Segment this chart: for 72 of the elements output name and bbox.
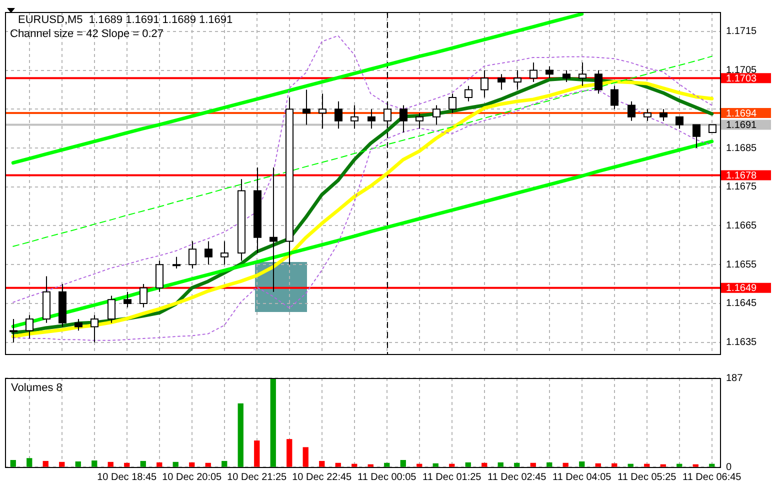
ref-line-label: 1.1703 [726, 73, 758, 84]
bar [432, 463, 438, 467]
y-tick-label: 1.1645 [726, 298, 758, 310]
bar [498, 462, 504, 467]
y-tick-label: 1.1675 [726, 182, 758, 193]
bar [612, 463, 618, 467]
bar [628, 464, 634, 467]
bar [562, 462, 568, 467]
y-tick-label: 1.1665 [726, 220, 758, 232]
bar [270, 378, 276, 467]
bar [595, 463, 601, 467]
bar [384, 462, 390, 467]
bar [286, 439, 292, 467]
chart-title: Volumes 8 [11, 382, 62, 394]
x-tick-label: 11 Dec 00:05 [358, 472, 417, 483]
x-tick-label: 11 Dec 04:05 [552, 472, 612, 483]
bar [59, 462, 65, 467]
text: Channel size = 42 Slope = 0.27 [10, 28, 164, 40]
y-tick-label: 1.1685 [726, 142, 758, 154]
bar [400, 460, 406, 467]
bar [124, 462, 130, 467]
ref-line-label: 1.1649 [726, 283, 758, 294]
bar [172, 462, 178, 467]
y-tick-label: 0 [726, 462, 732, 473]
bar [660, 464, 666, 467]
bar [156, 462, 162, 467]
bar [140, 460, 146, 467]
bar [92, 460, 98, 467]
bar [709, 464, 715, 467]
bar [238, 403, 244, 467]
y-tick-label: 1.1635 [726, 337, 758, 348]
bar [302, 447, 308, 467]
bar [514, 462, 520, 467]
x-tick-label: 11 Dec 02:45 [488, 472, 547, 483]
bar [335, 462, 341, 467]
x-tick-label: 11 Dec 05:25 [618, 472, 677, 483]
bar [579, 461, 585, 467]
x-tick-label: 11 Dec 01:25 [422, 472, 482, 483]
x-tick-label: 10 Dec 22:45 [292, 472, 352, 483]
bar [530, 462, 536, 467]
bar [26, 458, 32, 467]
ref-line-label: 1.1694 [726, 108, 758, 120]
y-tick-label: 1.1715 [726, 26, 758, 38]
bar [319, 460, 325, 467]
ref-line-label: 1.1691 [726, 120, 758, 131]
x-tick-label: 10 Dec 21:25 [227, 472, 288, 483]
x-tick-label: 11 Dec 06:45 [682, 472, 742, 483]
x-tick-label: 10 Dec 20:05 [162, 472, 222, 483]
bar [692, 464, 698, 467]
bar [482, 462, 488, 467]
bar [352, 464, 358, 467]
y-tick-label: 187 [726, 372, 744, 384]
bar [465, 462, 471, 467]
bar [546, 462, 552, 467]
ref-line-label: 1.1678 [726, 170, 758, 182]
bar [10, 460, 16, 467]
bar [676, 464, 682, 467]
y-tick-label: 1.1655 [726, 259, 758, 270]
bar [368, 464, 374, 467]
bar [416, 464, 422, 467]
bar [644, 464, 650, 467]
line-series [12, 56, 712, 247]
bar [449, 464, 455, 467]
bar [254, 440, 260, 467]
bar [222, 460, 228, 467]
bar [189, 462, 195, 467]
chart-title: EURUSD,M5 1.1689 1.1691 1.1689 1.1691 [18, 14, 233, 26]
x-tick-label: 10 Dec 18:45 [97, 472, 158, 483]
bar [205, 462, 211, 467]
bar [108, 462, 114, 467]
bar [75, 461, 81, 467]
bar [42, 460, 48, 467]
